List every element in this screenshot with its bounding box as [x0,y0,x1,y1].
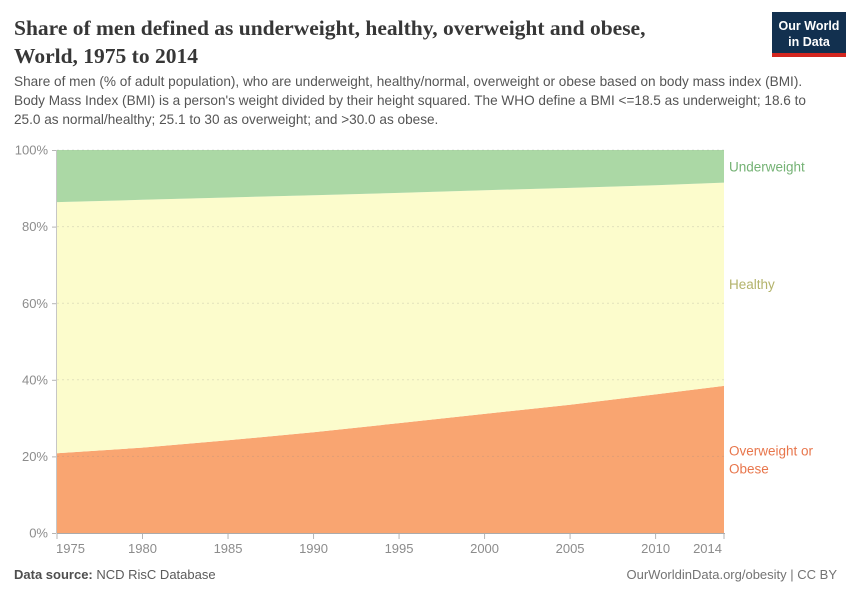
y-tick-label: 80% [22,219,48,234]
legend-underweight[interactable]: Underweight [729,159,805,174]
owid-logo-line1: Our World [778,19,840,33]
legend-overweight-or-obese[interactable]: Obese [729,461,769,476]
x-tick-label: 1980 [128,541,157,556]
x-tick-label: 1995 [385,541,414,556]
area-underweight[interactable] [57,150,724,203]
stacked-area-chart: 0% 20% 40% 60% 80% 100% 1975 1980 1985 1990 1995 20… [15,143,814,556]
y-tick-label: 60% [22,296,48,311]
x-tick-label: 2014 [693,541,722,556]
chart-footer: Data source: NCD RisC Database OurWorldi… [14,567,837,582]
chart-area: 0% 20% 40% 60% 80% 100% 1975 1980 1985 1990 1995 20… [0,140,850,560]
x-tick-label: 2010 [641,541,670,556]
data-source-value: NCD RisC Database [96,567,216,582]
y-tick-label: 40% [22,372,48,387]
x-tick-label: 1975 [56,541,85,556]
x-tick-label: 1985 [214,541,243,556]
owid-logo-line2: in Data [788,35,830,49]
chart-title: Share of men defined as underweight, hea… [14,14,754,70]
x-tick-label: 2005 [556,541,585,556]
data-source-label: Data source: [14,567,93,582]
x-tick-label: 2000 [470,541,499,556]
legend-overweight-or-obese[interactable]: Overweight or [729,443,814,458]
area-overweight-or-obese[interactable] [57,385,724,533]
y-tick-label: 20% [22,449,48,464]
y-tick-label: 100% [15,143,49,158]
y-tick-label: 0% [29,526,48,541]
legend-healthy[interactable]: Healthy [729,277,775,292]
chart-title-line1: Share of men defined as underweight, hea… [14,16,646,40]
area-healthy[interactable] [57,182,724,454]
credit-link[interactable]: OurWorldinData.org/obesity | CC BY [626,567,838,582]
owid-logo-stripe [772,53,846,57]
chart-title-line2: World, 1975 to 2014 [14,44,198,68]
data-source: Data source: NCD RisC Database [14,567,216,582]
chart-subtitle: Share of men (% of adult population), wh… [14,74,806,127]
owid-logo[interactable]: Our World in Data [772,12,846,57]
x-tick-label: 1990 [299,541,328,556]
